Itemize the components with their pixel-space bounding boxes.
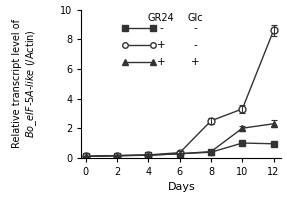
Text: -: - — [193, 40, 197, 50]
Text: Relative transcript level of
$\it{Bo\_eIF\text{-}5A\text{-}like}$ (/Actin): Relative transcript level of $\it{Bo\_eI… — [12, 19, 38, 148]
Text: +: + — [157, 57, 166, 67]
Text: -: - — [160, 23, 163, 33]
Text: GR24: GR24 — [148, 13, 175, 23]
X-axis label: Days: Days — [167, 182, 195, 192]
Text: +: + — [157, 40, 166, 50]
Text: -: - — [193, 23, 197, 33]
Text: +: + — [191, 57, 200, 67]
Text: Glc: Glc — [187, 13, 203, 23]
